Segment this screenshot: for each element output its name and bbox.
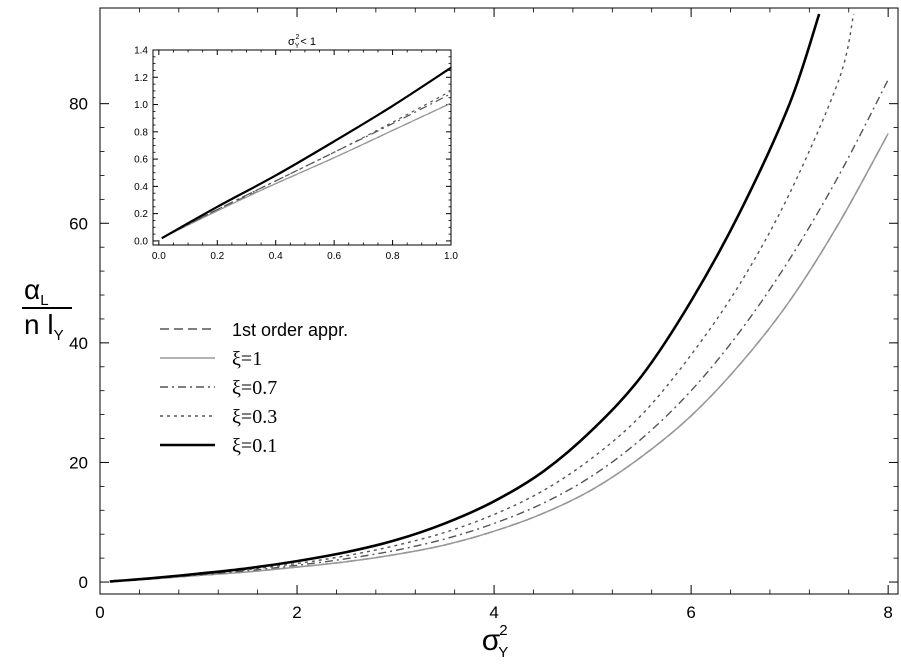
- main-series-line-2: [109, 79, 889, 583]
- legend-label-4: ξ=0.1: [232, 435, 277, 457]
- inset-y-tick-label: 0.4: [134, 182, 148, 193]
- x-axis-label: σY 2: [482, 622, 509, 661]
- inset-title-base: σ: [288, 36, 295, 48]
- inset-title-sup: 2: [295, 34, 299, 41]
- main-series-line-4: [109, 13, 821, 583]
- x-axis-label-sub: Y: [498, 644, 508, 661]
- inset-plot-frame: [152, 49, 452, 246]
- inset-y-tick-label: 0.6: [134, 155, 148, 166]
- main-y-tick-label: 80: [69, 95, 88, 114]
- y-axis-label-denominator: n lY: [24, 309, 64, 344]
- main-x-tick-label: 4: [489, 603, 498, 622]
- inset-title: σY 2< 1: [288, 34, 316, 50]
- legend-label-2: ξ=0.7: [232, 377, 277, 399]
- inset-series-line-4: [161, 66, 452, 240]
- inset-x-tick-label: 0.4: [269, 251, 283, 262]
- legend-label-1: ξ=1: [232, 348, 262, 370]
- inset-y-tick-label: 0.2: [134, 209, 148, 220]
- main-series-line-1: [109, 133, 889, 583]
- main-x-tick-label: 6: [686, 603, 695, 622]
- inset-series-line-3: [161, 90, 452, 239]
- inset-x-tick-label: 0.8: [386, 251, 400, 262]
- inset-title-sub: Y: [295, 43, 300, 50]
- inset-x-tick-label: 0.2: [210, 251, 224, 262]
- inset-axis-ticks: 0.0 0.2 0.4 0.6 0.8 1.0 0.0 0.2 0.4 0.6 0.8 1.0 1.2 1…: [134, 46, 458, 263]
- legend-label-0: 1st order appr.: [232, 320, 348, 340]
- y-label-alpha: α: [24, 274, 40, 305]
- main-y-tick-label: 60: [69, 214, 88, 233]
- inset-x-tick-label: 0.6: [327, 251, 341, 262]
- main-plot-frame: [99, 7, 899, 595]
- y-axis-label-numerator: αL: [24, 274, 49, 309]
- main-y-tick-label: 20: [69, 453, 88, 472]
- main-x-tick-label: 0: [95, 603, 104, 622]
- y-axis-label: αL n lY: [22, 274, 72, 344]
- main-x-tick-label: 8: [883, 603, 892, 622]
- inset-x-tick-label: 1.0: [444, 251, 458, 262]
- main-series-group: [109, 13, 889, 583]
- inset-title-suffix: < 1: [300, 36, 316, 48]
- y-label-alpha-sub: L: [40, 292, 48, 309]
- inset-x-tick-label: 0.0: [152, 251, 166, 262]
- inset-y-tick-label: 1.2: [134, 73, 148, 84]
- y-label-nl: n l: [24, 309, 54, 340]
- main-y-tick-label: 40: [69, 334, 88, 353]
- inset-series-line-1: [161, 102, 452, 239]
- inset-series-group: [161, 66, 452, 240]
- x-axis-label-base: σ: [482, 624, 501, 657]
- legend-label-3: ξ=0.3: [232, 406, 277, 428]
- x-axis-label-sup: 2: [499, 622, 507, 639]
- inset-y-tick-label: 1.0: [134, 100, 148, 111]
- inset-y-tick-label: 1.4: [134, 46, 148, 57]
- main-y-tick-label: 0: [79, 573, 88, 592]
- main-x-tick-label: 2: [292, 603, 301, 622]
- legend: 1st order appr. ξ=1 ξ=0.7 ξ=0.3 ξ=0.1: [160, 320, 348, 457]
- y-label-nl-sub: Y: [54, 327, 64, 344]
- inset-y-tick-label: 0.0: [134, 236, 148, 247]
- inset-y-tick-label: 0.8: [134, 127, 148, 138]
